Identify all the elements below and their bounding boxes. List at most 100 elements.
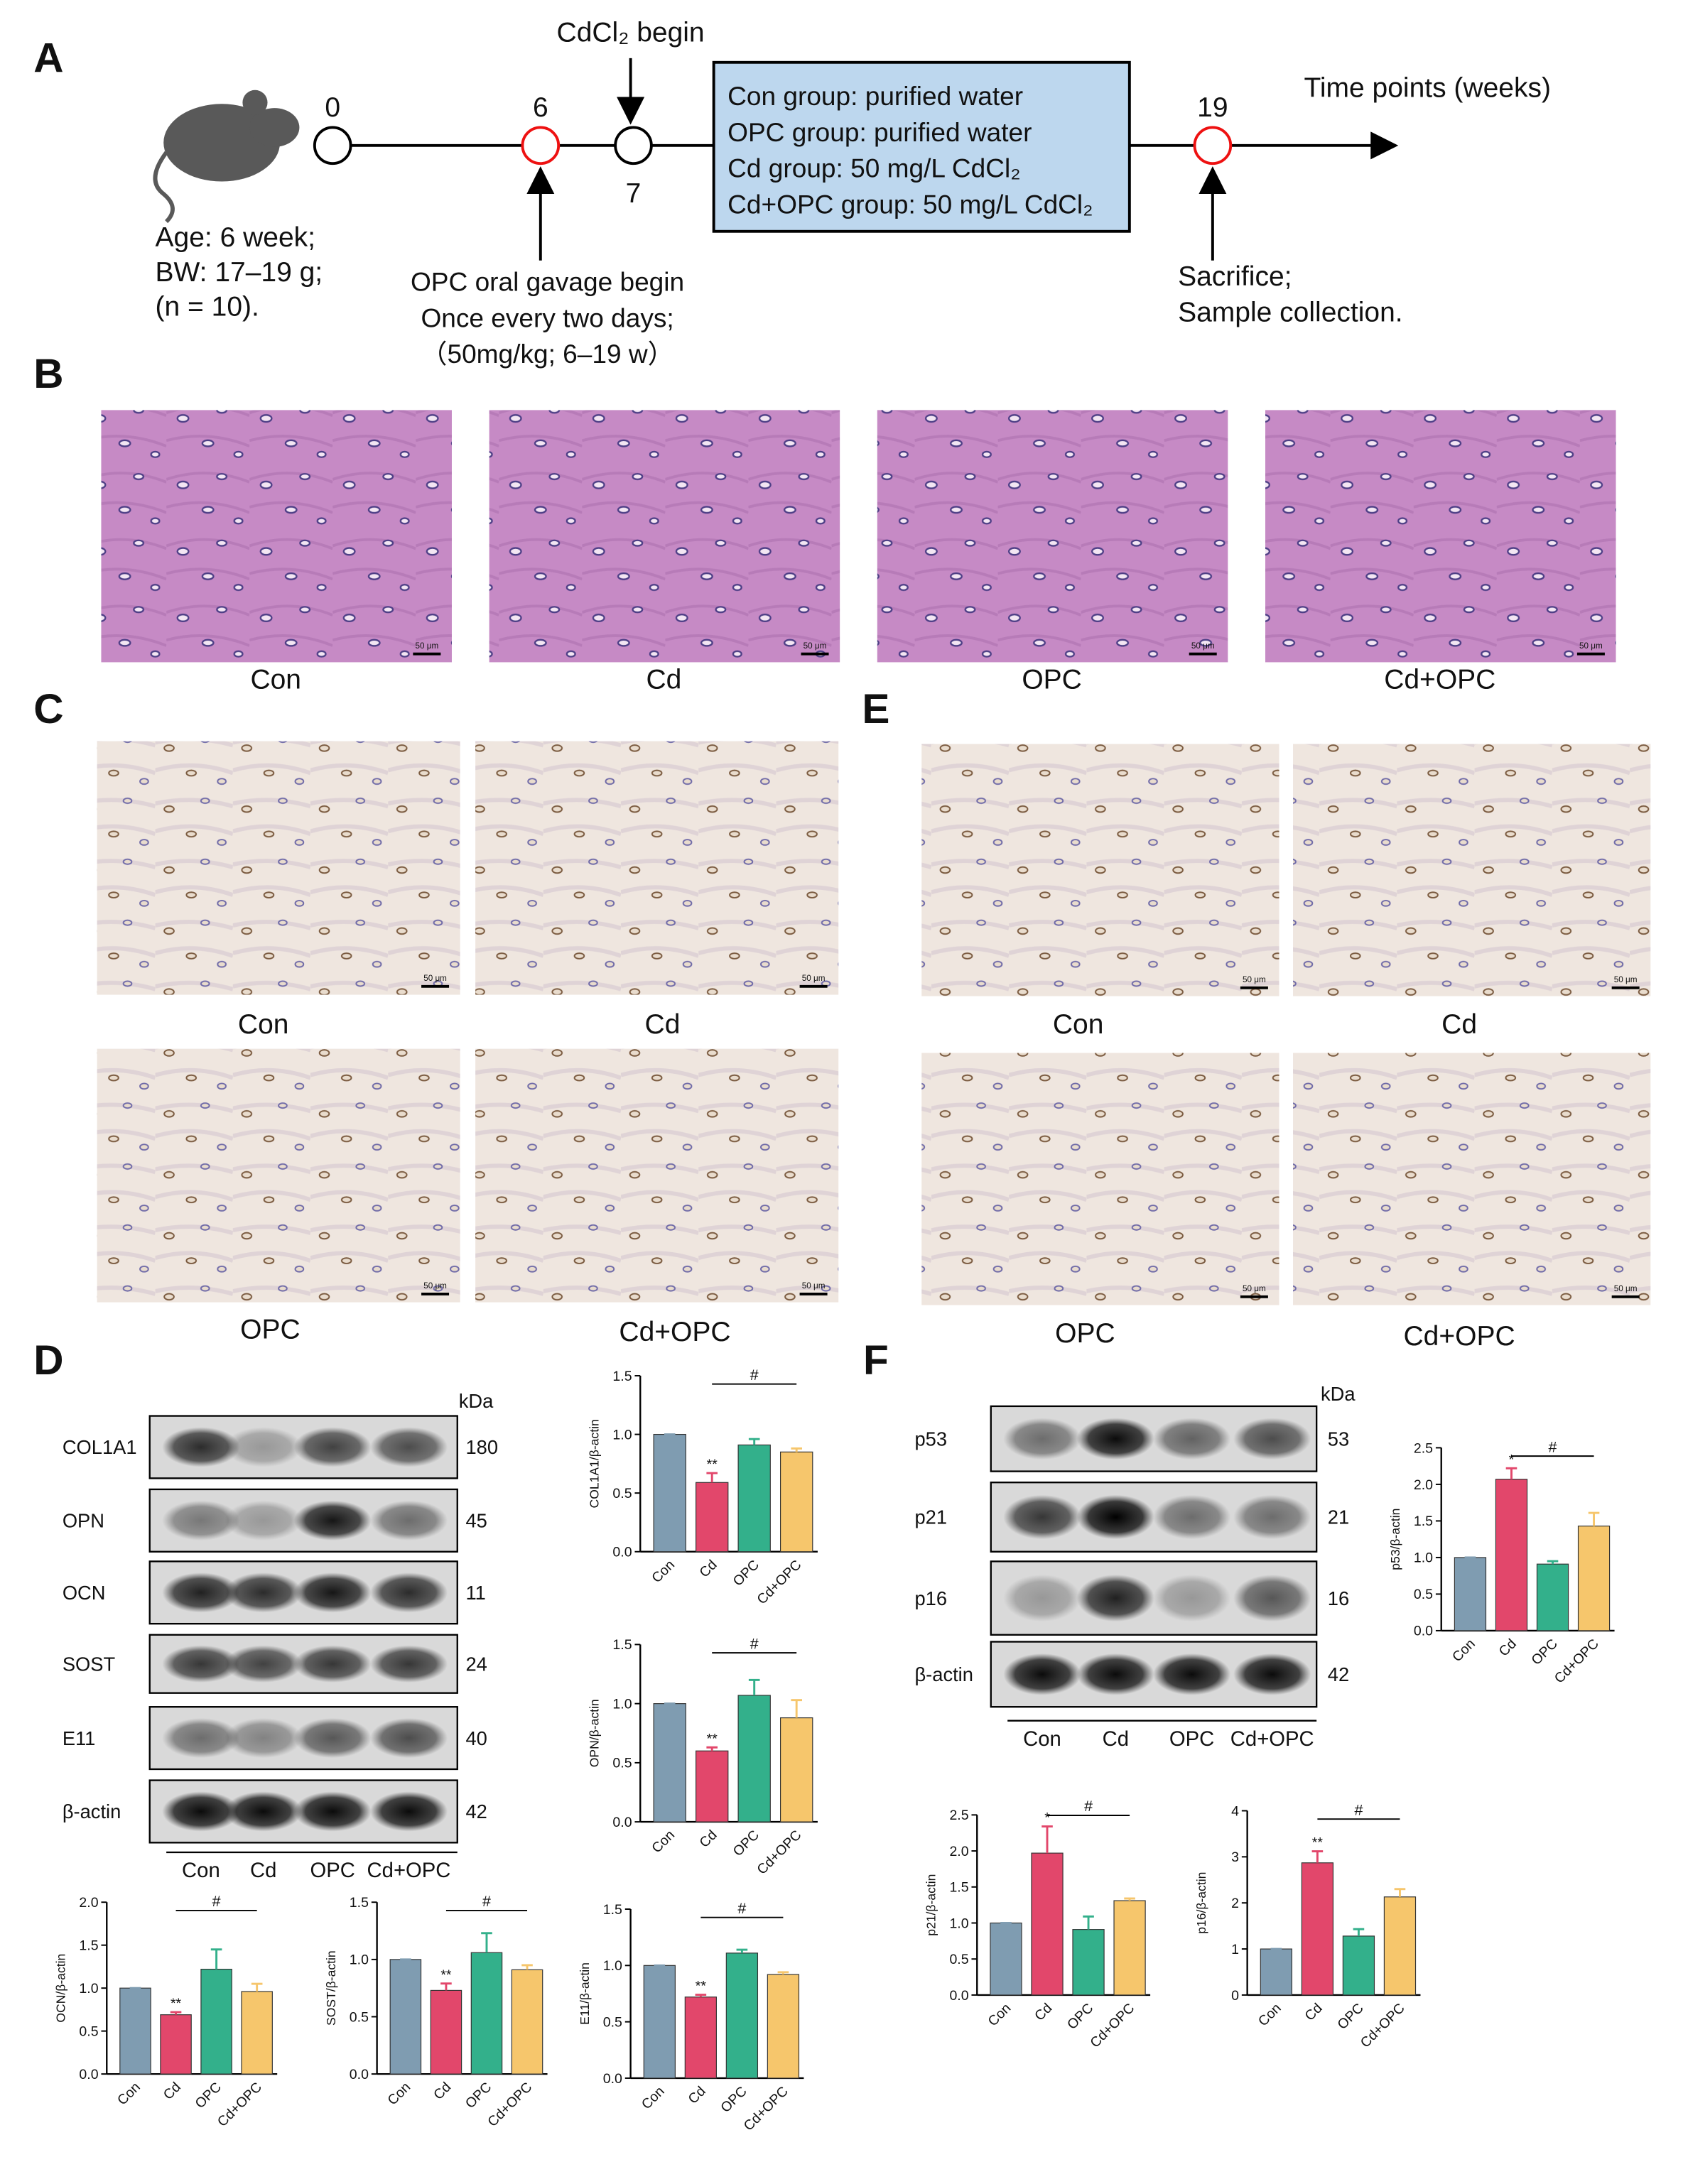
y-tick-label: 0.5 [350, 2009, 369, 2025]
blot-band [1233, 1494, 1311, 1540]
cdcl2-label: CdCl₂ begin [557, 18, 705, 48]
x-tick-label: OPC [1334, 2000, 1366, 2032]
blot-band [1076, 1418, 1154, 1460]
blot-band [162, 1791, 240, 1832]
blot-band [1003, 1494, 1081, 1540]
blot-band [369, 1791, 448, 1832]
scale-bar-label: 50 μm [804, 641, 827, 651]
panel-c-label: Con [238, 1009, 289, 1040]
bar [1301, 1862, 1334, 1996]
blot-band [369, 1645, 448, 1683]
blot-band [369, 1427, 448, 1467]
x-tick-label: Cd [1302, 2000, 1326, 2023]
x-tick-label: Con [649, 1827, 678, 1857]
micrograph [1293, 1053, 1651, 1305]
blot-band [1076, 1574, 1154, 1622]
micrograph [97, 1048, 460, 1303]
significance-mark: # [1084, 1798, 1093, 1815]
kda-label: 45 [465, 1510, 487, 1532]
bar [696, 1750, 729, 1822]
y-tick-label: 0 [1231, 1988, 1239, 2004]
scale-bar-label: 50 μm [1614, 1284, 1638, 1293]
panel-e-label: OPC [1055, 1318, 1115, 1349]
kda-label: 42 [465, 1800, 487, 1822]
protein-label: OCN [63, 1582, 106, 1604]
significance-mark: * [1044, 1810, 1050, 1826]
y-tick-label: 2.5 [1414, 1440, 1433, 1456]
blot-band [1076, 1653, 1154, 1695]
bar [430, 1989, 462, 2075]
end-info: Sample collection. [1178, 298, 1403, 328]
blot-band [1152, 1574, 1231, 1622]
blot-band [224, 1427, 303, 1467]
kda-label: 42 [1328, 1663, 1349, 1685]
bar [779, 1717, 813, 1822]
kda-label: 16 [1328, 1587, 1349, 1609]
scale-bar-label: 50 μm [802, 974, 826, 983]
significance-mark: # [482, 1893, 491, 1910]
blot-band [293, 1500, 372, 1541]
y-axis-label: OCN/β-actin [54, 1954, 68, 2023]
micrograph [921, 1053, 1279, 1305]
bar [511, 1969, 543, 2075]
blot-band [1152, 1494, 1231, 1540]
x-tick-label: OPC [1064, 2000, 1096, 2032]
scale-bar-label: 50 μm [423, 974, 447, 983]
opc-info: OPC oral gavage begin [411, 267, 684, 297]
y-axis-label: SOST/β-actin [324, 1950, 338, 2026]
blot-band [162, 1500, 240, 1541]
blot-band [224, 1500, 303, 1541]
y-tick-label: 0.0 [350, 2067, 369, 2082]
y-tick-label: 0.0 [949, 1988, 968, 2004]
y-tick-label: 1.5 [949, 1880, 968, 1896]
scale-bar-label: 50 μm [1191, 641, 1215, 651]
panel-b-label: OPC [1022, 664, 1082, 695]
x-tick-label: OPC [730, 1557, 762, 1589]
x-tick-label: Con [639, 2083, 668, 2112]
x-tick-label: Con [1449, 1636, 1478, 1665]
protein-label: OPN [63, 1510, 104, 1532]
y-axis-label: p16/β-actin [1194, 1872, 1208, 1934]
significance-mark: ** [171, 1996, 182, 2011]
y-tick-label: 4 [1231, 1803, 1239, 1819]
x-tick-label: OPC [192, 2080, 224, 2112]
kda-unit: kDa [459, 1390, 494, 1412]
week-label: 0 [325, 92, 340, 123]
bar [990, 1922, 1022, 1996]
y-tick-label: 1.5 [350, 1895, 369, 1911]
protein-label: SOST [63, 1653, 116, 1675]
protein-label: E11 [63, 1727, 96, 1749]
blot-band [162, 1427, 240, 1467]
scale-bar-label: 50 μm [423, 1281, 447, 1291]
blot-band [1076, 1494, 1154, 1540]
mouse-icon [153, 89, 300, 224]
bar [1342, 1935, 1375, 1996]
x-tick-label: Cd [696, 1557, 720, 1580]
bar [737, 1695, 771, 1822]
bar [696, 1482, 729, 1553]
x-tick-label: Cd+OPC [754, 1827, 804, 1878]
x-tick-label: Cd+OPC [1358, 2000, 1408, 2050]
protein-label: p53 [914, 1428, 947, 1450]
significance-mark: ** [707, 1731, 718, 1746]
y-tick-label: 1.0 [350, 1952, 369, 1968]
x-tick-label: Cd [696, 1827, 720, 1851]
lane-label: Con [182, 1859, 220, 1882]
panel-b-label: Cd [646, 664, 681, 695]
group-text: Cd group: 50 mg/L CdCl₂ [727, 153, 1021, 183]
kda-label: 11 [465, 1582, 485, 1604]
x-tick-label: Cd+OPC [754, 1557, 804, 1607]
blot-band [1233, 1574, 1311, 1622]
x-tick-label: OPC [718, 2083, 750, 2115]
blot-band [293, 1572, 372, 1613]
blot-band [1003, 1418, 1081, 1460]
y-tick-label: 1.0 [949, 1916, 968, 1931]
panel-e-label: Cd [1441, 1009, 1477, 1040]
micrograph [489, 410, 840, 663]
y-tick-label: 1.0 [603, 1958, 622, 1974]
x-tick-label: Cd [431, 2080, 454, 2103]
lane-label: Cd+OPC [367, 1859, 451, 1882]
y-tick-label: 0.0 [612, 1545, 632, 1560]
kda-label: 180 [465, 1436, 498, 1458]
